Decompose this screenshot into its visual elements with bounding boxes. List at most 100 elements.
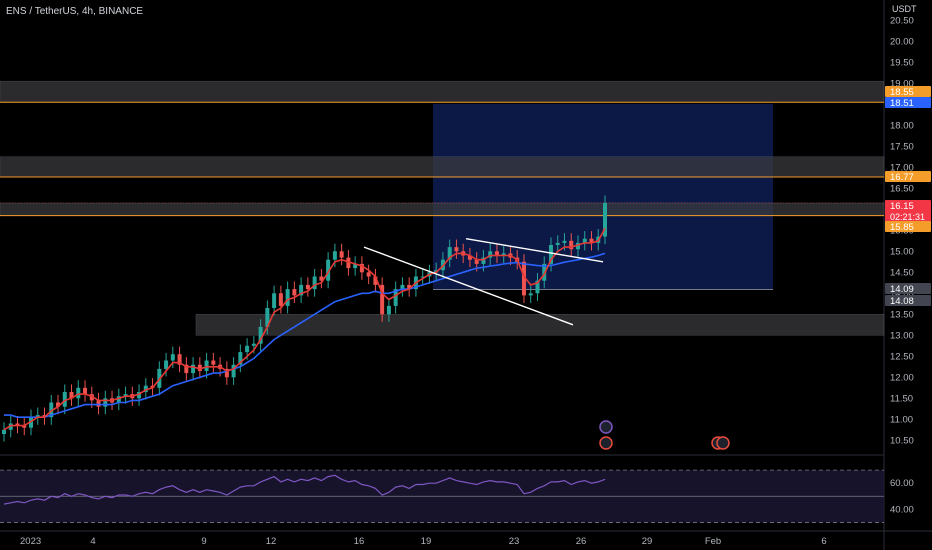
symbol-title[interactable]: ENS / TetherUS, 4h, BINANCE bbox=[6, 6, 144, 17]
candle-body bbox=[400, 284, 405, 290]
candle-body bbox=[278, 293, 283, 306]
candle-body bbox=[542, 263, 547, 281]
candle-body bbox=[312, 276, 317, 290]
candle-body bbox=[582, 238, 587, 243]
y-tick-label: 11.50 bbox=[890, 393, 913, 404]
y-tick-label: 17.00 bbox=[890, 162, 914, 173]
support-resistance-zone[interactable] bbox=[0, 156, 885, 178]
candle-body bbox=[386, 305, 391, 315]
candle-body bbox=[481, 257, 486, 264]
price-badge-label: 15.85 bbox=[890, 222, 914, 233]
lightning-icon[interactable] bbox=[599, 420, 613, 434]
candle-body bbox=[123, 394, 128, 397]
candle-body bbox=[346, 257, 351, 269]
y-tick-label: 12.00 bbox=[890, 372, 914, 383]
x-tick-label: 12 bbox=[266, 536, 277, 547]
price-badge-label: 16.77 bbox=[890, 172, 914, 183]
candle-body bbox=[488, 251, 493, 258]
support-resistance-zone[interactable] bbox=[0, 80, 885, 103]
countdown-label: 02:21:31 bbox=[890, 212, 925, 222]
candle-body bbox=[447, 247, 452, 260]
candle-body bbox=[170, 354, 175, 361]
candle-body bbox=[474, 259, 479, 264]
candle-body bbox=[454, 247, 459, 252]
y-tick-label: 10.50 bbox=[890, 435, 914, 446]
us-flag-icon[interactable] bbox=[716, 436, 730, 450]
candle-body bbox=[49, 402, 54, 418]
x-tick-label: 9 bbox=[201, 536, 206, 547]
candle-body bbox=[420, 276, 425, 278]
candle-body bbox=[164, 360, 169, 369]
y-tick-label: 13.00 bbox=[890, 330, 914, 341]
candle-body bbox=[575, 242, 580, 250]
price-badge bbox=[885, 86, 931, 97]
x-tick-label: 23 bbox=[509, 536, 520, 547]
candle-body bbox=[2, 429, 6, 434]
candle-body bbox=[292, 289, 297, 296]
trendline-flag-top[interactable] bbox=[465, 238, 604, 263]
candle-body bbox=[272, 293, 277, 308]
price-badge bbox=[885, 295, 931, 306]
candle-body bbox=[8, 423, 13, 430]
candle-body bbox=[299, 284, 304, 296]
candle-body bbox=[56, 402, 61, 407]
candle-body bbox=[589, 238, 594, 243]
price-badge bbox=[885, 283, 931, 294]
candle-body bbox=[467, 255, 472, 260]
y-tick-label: 12.50 bbox=[890, 351, 914, 362]
y-tick-label: 20.00 bbox=[890, 36, 914, 47]
y-tick-label: 19.00 bbox=[890, 78, 914, 89]
candle-body bbox=[319, 276, 324, 281]
candle-body bbox=[22, 425, 27, 428]
candle-body bbox=[35, 415, 40, 418]
ema-slow-line bbox=[4, 252, 606, 418]
rsi-tick-label: 40.00 bbox=[890, 504, 914, 515]
candle-body bbox=[494, 251, 499, 256]
y-tick-label: 18.00 bbox=[890, 120, 914, 131]
candle-body bbox=[562, 240, 567, 243]
x-tick-label: 16 bbox=[354, 536, 365, 547]
candle-body bbox=[326, 259, 331, 281]
position-box[interactable] bbox=[433, 103, 773, 290]
candle-body bbox=[501, 253, 506, 256]
candle-body bbox=[258, 326, 263, 344]
price-badge bbox=[885, 171, 931, 182]
y-tick-label: 20.50 bbox=[890, 15, 914, 26]
candle-body bbox=[535, 280, 540, 294]
us-flag-icon[interactable] bbox=[599, 436, 613, 450]
x-tick-label: 4 bbox=[90, 536, 95, 547]
rsi-tick-label: 60.00 bbox=[890, 478, 914, 489]
candle-body bbox=[191, 364, 196, 374]
x-tick-label: 2023 bbox=[20, 536, 41, 547]
y-tick-label: 14.50 bbox=[890, 267, 914, 278]
candle-body bbox=[393, 289, 398, 306]
candle-body bbox=[83, 387, 88, 395]
x-tick-label: 26 bbox=[576, 536, 587, 547]
candle-body bbox=[197, 364, 202, 371]
candle-body bbox=[603, 203, 607, 237]
trendline-descending[interactable] bbox=[363, 246, 574, 326]
candle-body bbox=[569, 240, 574, 250]
candle-body bbox=[76, 387, 81, 399]
candle-body bbox=[373, 276, 378, 285]
price-badge-label: 18.55 bbox=[890, 87, 914, 98]
candle-body bbox=[62, 392, 67, 407]
candle-body bbox=[116, 396, 121, 403]
price-badge-label: 14.08 bbox=[890, 296, 914, 307]
y-tick-label: 17.50 bbox=[890, 141, 914, 152]
support-resistance-zone[interactable] bbox=[0, 202, 885, 216]
candle-body bbox=[245, 345, 250, 353]
candle-body bbox=[89, 394, 94, 401]
candle-body bbox=[359, 263, 364, 273]
support-resistance-zone[interactable] bbox=[195, 314, 885, 336]
candle-body bbox=[332, 251, 337, 260]
price-badge bbox=[885, 221, 931, 232]
candle-body bbox=[251, 343, 256, 346]
y-tick-label: 11.00 bbox=[890, 414, 913, 425]
x-tick-label: Feb bbox=[705, 536, 721, 547]
candle-body bbox=[548, 245, 553, 264]
candle-body bbox=[238, 352, 243, 365]
candle-body bbox=[353, 263, 358, 269]
y-tick-label: 16.50 bbox=[890, 183, 914, 194]
